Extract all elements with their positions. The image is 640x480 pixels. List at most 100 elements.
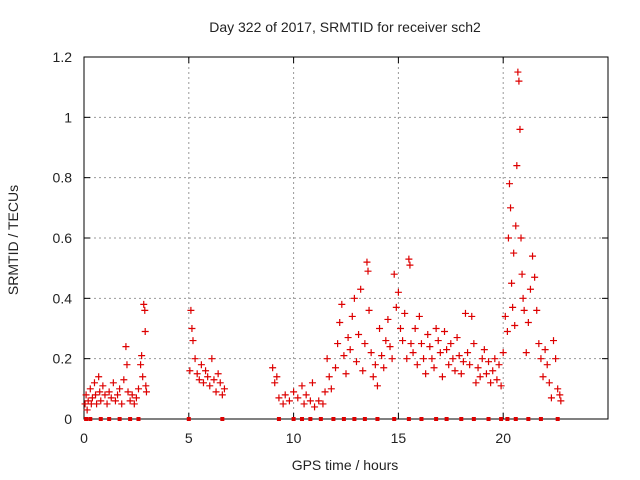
- data-point: [214, 370, 222, 378]
- data-point: [128, 391, 136, 399]
- data-point: [526, 285, 534, 293]
- zero-value-marker: [513, 417, 518, 421]
- data-point: [413, 361, 421, 369]
- data-point: [480, 346, 488, 354]
- data-point: [482, 370, 490, 378]
- zero-value-marker: [471, 417, 476, 421]
- data-point: [447, 340, 455, 348]
- data-point: [90, 379, 98, 387]
- data-point: [86, 385, 94, 393]
- zero-value-marker: [505, 417, 510, 421]
- data-point: [417, 340, 425, 348]
- data-point: [95, 373, 103, 381]
- data-point: [126, 397, 134, 405]
- data-point: [197, 361, 205, 369]
- data-point: [376, 325, 384, 332]
- data-point: [491, 355, 499, 363]
- data-point: [392, 303, 400, 311]
- data-point: [130, 400, 138, 408]
- zero-value-marker: [98, 417, 103, 421]
- data-point: [509, 303, 517, 311]
- data-point: [487, 379, 495, 387]
- data-point: [470, 340, 478, 348]
- data-point: [269, 364, 277, 372]
- data-point: [371, 361, 379, 369]
- data-point: [275, 394, 283, 402]
- data-point: [378, 352, 386, 360]
- data-point: [478, 355, 486, 363]
- data-point: [132, 394, 140, 402]
- x-tick-label: 10: [286, 430, 302, 446]
- data-point: [93, 400, 101, 408]
- data-point: [141, 306, 149, 314]
- data-point: [476, 373, 484, 381]
- data-point: [189, 337, 197, 345]
- data-point: [550, 337, 558, 345]
- data-point: [336, 318, 344, 326]
- zero-value-marker: [299, 417, 304, 421]
- data-point: [524, 318, 532, 326]
- data-point: [415, 312, 423, 320]
- data-point: [109, 379, 117, 387]
- y-tick-label: 0: [64, 411, 72, 427]
- zero-value-marker: [136, 417, 141, 421]
- x-tick-label: 0: [80, 430, 88, 446]
- data-point: [380, 364, 388, 372]
- zero-value-marker: [341, 417, 346, 421]
- data-point: [529, 252, 537, 260]
- zero-value-marker: [499, 417, 504, 421]
- data-point: [505, 180, 513, 188]
- zero-value-marker: [220, 417, 225, 421]
- data-point: [141, 328, 149, 336]
- data-point: [390, 270, 398, 278]
- data-point: [474, 364, 482, 372]
- chart-title: Day 322 of 2017, SRMTID for receiver sch…: [209, 19, 481, 35]
- data-point: [281, 391, 289, 399]
- data-point: [332, 364, 340, 372]
- data-point: [504, 234, 512, 242]
- x-tick-label: 5: [185, 430, 193, 446]
- data-point: [539, 373, 547, 381]
- data-point: [334, 340, 342, 348]
- y-tick-label: 0.6: [53, 230, 73, 246]
- data-point: [311, 403, 319, 411]
- data-points: [81, 68, 565, 421]
- data-point: [290, 388, 298, 396]
- data-point: [518, 270, 526, 278]
- data-point: [361, 340, 369, 348]
- data-point: [517, 234, 525, 242]
- data-point: [422, 370, 430, 378]
- data-point: [319, 400, 327, 408]
- data-point: [497, 382, 505, 390]
- zero-value-marker: [375, 417, 380, 421]
- y-tick-label: 0.8: [53, 170, 73, 186]
- zero-value-marker: [486, 417, 491, 421]
- data-point: [350, 294, 358, 302]
- data-point: [338, 300, 346, 308]
- data-point: [426, 343, 434, 351]
- data-point: [541, 346, 549, 354]
- grid: [84, 57, 608, 419]
- data-point: [545, 379, 553, 387]
- data-point: [493, 376, 501, 384]
- data-point: [206, 382, 214, 390]
- data-point: [515, 77, 523, 85]
- data-point: [321, 388, 329, 396]
- data-point: [507, 204, 515, 212]
- data-point: [430, 364, 438, 372]
- data-point: [468, 312, 476, 320]
- data-point: [210, 376, 218, 384]
- data-point: [355, 331, 363, 339]
- data-point: [399, 337, 407, 345]
- data-point: [512, 222, 520, 230]
- data-point: [137, 361, 145, 369]
- data-point: [212, 388, 220, 396]
- data-point: [84, 397, 92, 405]
- data-point: [520, 306, 528, 314]
- data-point: [142, 382, 150, 390]
- data-point: [403, 355, 411, 363]
- data-point: [323, 355, 331, 363]
- zero-value-marker: [352, 417, 357, 421]
- data-point: [441, 328, 449, 336]
- zero-value-marker: [331, 417, 336, 421]
